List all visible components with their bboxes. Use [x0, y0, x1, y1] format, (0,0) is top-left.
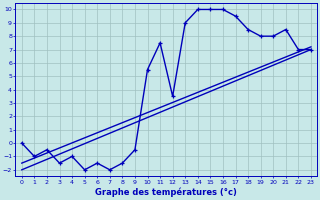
- X-axis label: Graphe des températures (°c): Graphe des températures (°c): [95, 188, 237, 197]
